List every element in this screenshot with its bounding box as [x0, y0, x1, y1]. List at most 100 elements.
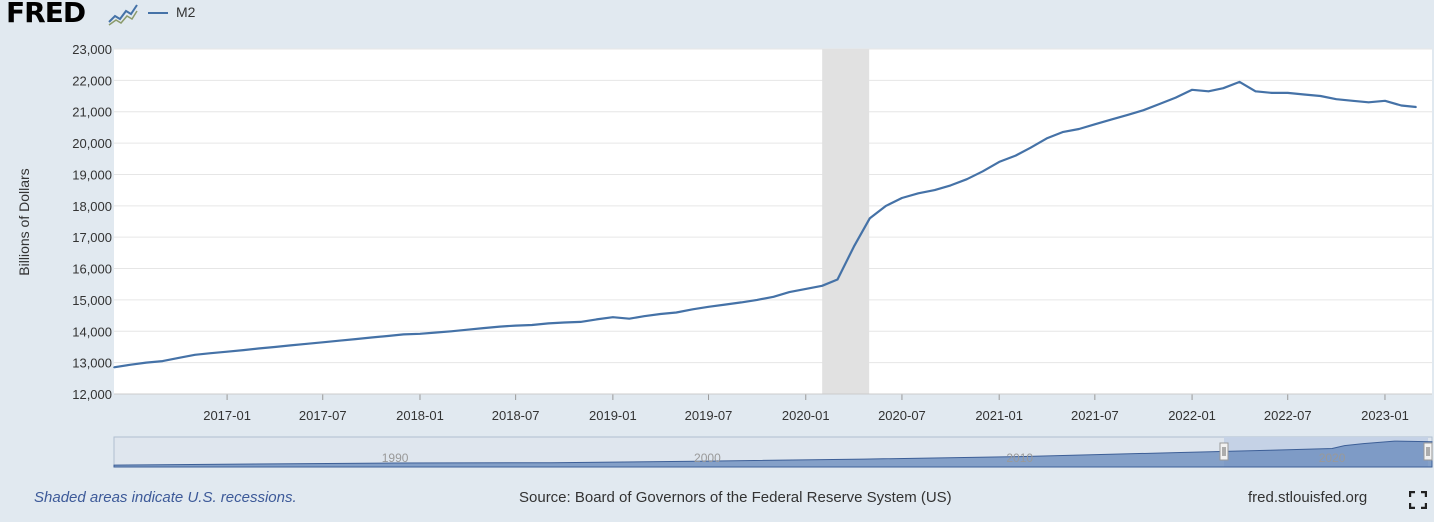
navigator-handle-left[interactable]	[1219, 442, 1229, 461]
data-point	[1207, 90, 1210, 93]
data-point	[1094, 123, 1096, 126]
line-chart: 12,000 13,000 14,000 15,000 16,000 17,000 18,0…	[16, 42, 1433, 468]
data-point	[466, 328, 469, 331]
data-point	[386, 335, 389, 337]
data-point	[643, 315, 645, 318]
data-point	[579, 321, 582, 323]
data-point	[836, 278, 839, 281]
data-point	[482, 327, 485, 329]
data-point	[1319, 95, 1322, 97]
data-point	[450, 330, 452, 333]
data-point	[821, 284, 823, 287]
data-point	[338, 339, 340, 342]
data-point	[402, 333, 405, 336]
source-text: Source: Board of Governors of the Federa…	[519, 489, 952, 506]
data-point	[226, 350, 228, 353]
site-link[interactable]: fred.stlouisfed.org	[1248, 489, 1368, 506]
data-point	[161, 360, 164, 362]
data-point	[257, 347, 260, 350]
data-point	[772, 295, 775, 298]
data-point	[354, 338, 357, 340]
data-point	[1238, 81, 1241, 83]
y-axis-label: Billions of Dollars	[16, 168, 32, 275]
data-point	[1303, 93, 1305, 96]
y-tick-label: 22,000	[72, 73, 112, 88]
data-point	[129, 364, 131, 366]
data-point	[1159, 103, 1161, 105]
data-point	[1367, 101, 1370, 104]
data-point	[209, 352, 212, 355]
data-point	[1045, 137, 1048, 140]
data-point	[419, 332, 421, 335]
data-point	[177, 357, 180, 359]
navigator-handle-right[interactable]	[1423, 442, 1433, 461]
data-point	[1029, 146, 1032, 149]
data-point	[321, 341, 324, 344]
data-point	[194, 353, 196, 356]
recession-band	[822, 49, 870, 394]
data-point	[804, 288, 807, 290]
data-point	[1142, 109, 1145, 111]
x-tick-label: 2019-07	[685, 408, 733, 423]
data-point	[756, 299, 758, 301]
data-point	[514, 324, 517, 327]
data-point	[306, 343, 308, 345]
data-point	[1286, 92, 1289, 94]
y-axis-ticks: 12,000 13,000 14,000 15,000 16,000 17,000 18,0…	[72, 42, 112, 402]
legend-label-m2: M2	[176, 4, 196, 20]
header: FRED M2	[0, 0, 400, 30]
data-point	[289, 344, 292, 347]
x-tick-label: 2020-07	[878, 408, 926, 423]
data-point	[242, 349, 245, 351]
data-point	[949, 184, 952, 187]
data-point	[145, 361, 148, 364]
data-point	[691, 308, 694, 311]
data-point	[1078, 128, 1080, 130]
navigator-label: 2010	[1006, 451, 1033, 465]
data-point	[1271, 92, 1273, 94]
x-tick-label: 2021-01	[975, 408, 1023, 423]
data-point	[563, 321, 566, 324]
series-line-m2[interactable]	[113, 80, 1417, 369]
data-point	[917, 192, 920, 195]
data-point	[1014, 154, 1017, 157]
data-point	[868, 217, 871, 220]
data-point	[1174, 96, 1177, 99]
x-tick-label: 2020-01	[782, 408, 830, 423]
data-point	[113, 366, 115, 369]
data-point	[612, 316, 614, 318]
navigator-label: 2000	[694, 451, 721, 465]
data-point	[675, 311, 678, 314]
y-tick-label: 19,000	[72, 167, 112, 182]
data-point	[1191, 88, 1193, 91]
x-tick-label: 2017-01	[203, 408, 251, 423]
y-tick-label: 12,000	[72, 387, 112, 402]
y-tick-label: 23,000	[72, 42, 112, 57]
x-axis-ticks: 2017-01 2017-07 2018-01 2018-07 2019-01 2019-…	[114, 393, 1432, 423]
y-tick-label: 13,000	[72, 356, 112, 371]
data-point	[1415, 106, 1417, 108]
x-tick-label: 2022-01	[1168, 408, 1216, 423]
y-tick-label: 20,000	[72, 136, 112, 151]
navigator-label: 1990	[382, 451, 409, 465]
data-point	[901, 197, 903, 199]
x-tick-label: 2018-07	[492, 408, 540, 423]
navigator-label: 2020	[1319, 451, 1346, 465]
data-point	[998, 161, 1000, 163]
data-point	[1222, 87, 1225, 90]
recession-shading	[822, 49, 870, 394]
data-point	[1335, 98, 1338, 100]
data-point	[982, 170, 984, 173]
x-tick-label: 2018-01	[396, 408, 444, 423]
y-tick-label: 15,000	[72, 293, 112, 308]
fred-logo[interactable]: FRED	[6, 0, 86, 29]
data-point	[547, 322, 550, 325]
plot-background	[114, 49, 1432, 394]
data-point	[724, 303, 726, 306]
data-point	[273, 346, 276, 348]
data-point	[1400, 104, 1403, 107]
fullscreen-icon[interactable]	[1409, 491, 1427, 509]
data-point	[498, 325, 501, 328]
data-point	[788, 291, 791, 293]
data-point	[885, 205, 887, 207]
